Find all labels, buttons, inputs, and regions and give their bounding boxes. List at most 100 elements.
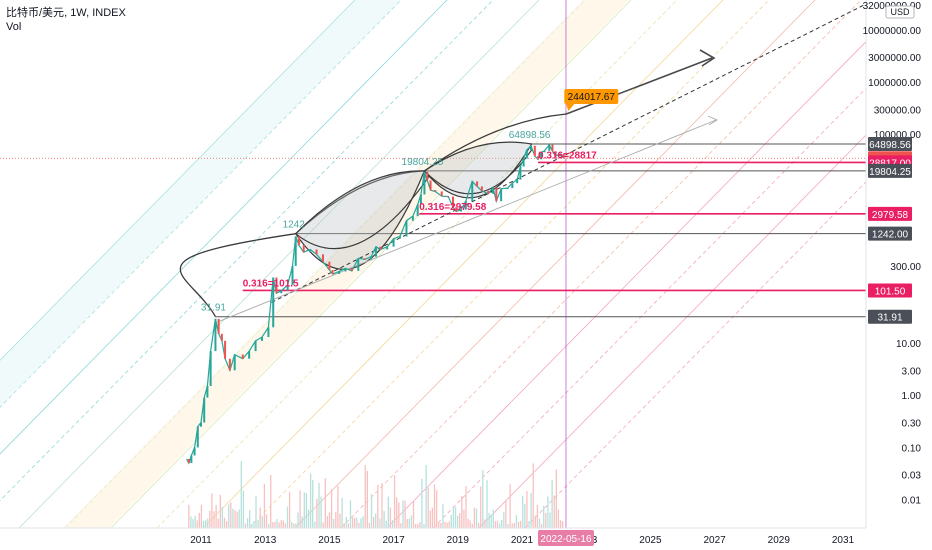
candle xyxy=(480,186,483,191)
volume-bar xyxy=(477,523,480,528)
volume-bar xyxy=(540,523,543,528)
interval-label[interactable]: 1W xyxy=(70,7,87,19)
volume-bar xyxy=(456,515,459,528)
volume-bar xyxy=(200,504,203,528)
candle xyxy=(522,158,525,167)
volume-bar xyxy=(225,521,228,528)
volume-bar xyxy=(267,523,270,528)
volume-bar xyxy=(360,518,362,528)
volume-bar xyxy=(433,484,436,528)
volume-bar xyxy=(375,513,377,528)
candle xyxy=(405,220,408,237)
volume-bar xyxy=(259,507,261,528)
volume-bar xyxy=(530,493,532,528)
candle xyxy=(500,188,503,202)
time-axis[interactable]: 2011201320152017201920212023202520272029… xyxy=(0,527,866,546)
volume-bar xyxy=(391,520,394,528)
y-tick-label: 3.00 xyxy=(902,366,922,377)
price-axis-bg xyxy=(866,0,932,550)
volume-bar xyxy=(438,521,440,528)
candle xyxy=(193,447,196,456)
volume-bar xyxy=(188,504,190,528)
volume-bar xyxy=(234,510,236,528)
volume-bar xyxy=(463,509,465,528)
volume-bar xyxy=(278,522,280,528)
candle xyxy=(419,194,422,205)
volume-bar xyxy=(335,511,337,528)
volume-bar xyxy=(232,508,234,528)
price-axis[interactable]: 32000000.0010000000.003000000.001000000.… xyxy=(863,0,932,550)
volume-bar xyxy=(393,475,396,528)
volume-bar xyxy=(339,513,341,528)
y-tick-label: 100000.00 xyxy=(874,130,922,141)
volume-bar xyxy=(312,479,314,528)
candle xyxy=(280,290,283,294)
symbol-name[interactable]: 比特币/美元 xyxy=(6,7,65,19)
volume-bar xyxy=(471,523,473,528)
candle xyxy=(434,190,437,192)
candle xyxy=(525,149,528,159)
volume-bar xyxy=(238,509,240,528)
y-tick-label: 300.00 xyxy=(890,262,921,273)
volume-bar xyxy=(553,495,555,528)
candle xyxy=(548,144,551,151)
candle xyxy=(529,145,532,150)
volume-bar xyxy=(305,492,308,528)
volume-bar xyxy=(383,510,385,528)
volume-bar xyxy=(265,514,268,528)
candle xyxy=(302,245,305,253)
volume-bar xyxy=(442,504,444,528)
volume-bar xyxy=(494,521,497,528)
volume-bar xyxy=(270,474,272,528)
volume-bar xyxy=(484,519,486,528)
volume-bar xyxy=(303,492,305,528)
volume-bar xyxy=(381,482,383,528)
band-line xyxy=(0,0,402,408)
x-tick-label: 2021 xyxy=(511,535,534,546)
candle xyxy=(344,268,347,272)
candle xyxy=(451,196,454,208)
price-level-badge xyxy=(868,163,912,178)
y-tick-label: 1000000.00 xyxy=(868,78,921,89)
volume-bar xyxy=(377,484,379,528)
symbol-line: 比特币/美元, 1W, INDEX xyxy=(6,7,126,19)
currency-label: USD xyxy=(890,7,910,17)
volume-bar xyxy=(561,521,564,528)
volume-bar xyxy=(538,518,541,528)
volume-bar xyxy=(318,482,320,528)
price-level-badge xyxy=(868,206,912,221)
volume-bar xyxy=(244,523,247,528)
price-level-badge xyxy=(868,226,912,241)
volume-bar xyxy=(511,523,513,528)
candle xyxy=(275,277,278,294)
candle xyxy=(241,354,244,359)
volume-bar xyxy=(440,522,442,528)
y-tick-label: 0.03 xyxy=(902,471,922,482)
candle xyxy=(297,236,300,246)
lower-arrow-head xyxy=(707,115,718,126)
y-tick-label: 10.00 xyxy=(896,339,921,350)
volume-bar xyxy=(293,523,295,528)
volume-bar xyxy=(307,509,310,528)
volume-bar xyxy=(423,523,425,528)
candle xyxy=(411,216,414,221)
candle xyxy=(540,152,543,160)
candle xyxy=(254,340,257,352)
candle xyxy=(464,201,467,210)
candle xyxy=(224,340,227,359)
band-line xyxy=(202,0,724,528)
volume-bar xyxy=(467,518,469,528)
candle xyxy=(511,183,514,189)
volume-bar xyxy=(263,483,266,528)
volume-bar xyxy=(389,507,392,528)
volume-bar xyxy=(217,518,219,528)
volume-bar xyxy=(368,522,371,528)
volume-bar xyxy=(429,510,431,528)
volume-bar xyxy=(280,520,282,528)
volume-indicator-label[interactable]: Vol xyxy=(6,21,22,33)
volume-bar xyxy=(522,496,524,528)
volume-bar xyxy=(366,470,368,528)
currency-badge xyxy=(885,5,915,19)
volume-bar xyxy=(547,496,549,528)
